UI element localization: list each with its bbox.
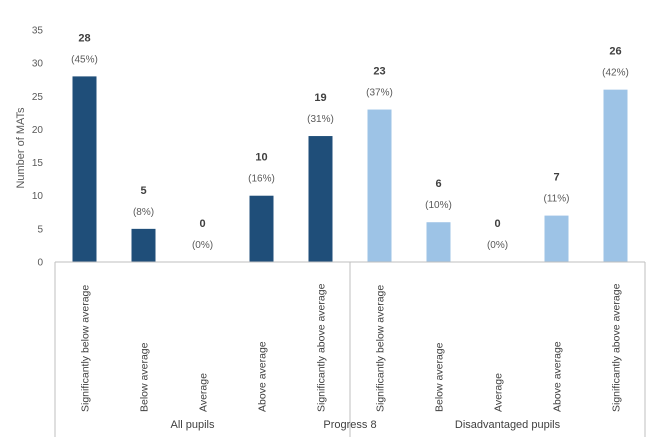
percent-label: (42%) <box>602 68 629 79</box>
category-label: Average <box>198 373 210 412</box>
data-labels: (45%) 28 (8%) 5 (0%) 0 (16%) 10 (31%) 19 (37%) 23 (1… <box>71 32 629 251</box>
bar <box>603 89 628 263</box>
y-tick-label: 15 <box>32 158 44 169</box>
value-label: 10 <box>255 152 267 164</box>
percent-label: (0%) <box>192 240 213 251</box>
y-tick-label: 20 <box>32 125 44 136</box>
category-label: Above average <box>257 341 269 412</box>
bar <box>131 228 156 262</box>
y-tick-label: 0 <box>37 258 43 269</box>
y-tick-label: 30 <box>32 59 44 70</box>
group-label: Disadvantaged pupils <box>455 419 561 431</box>
bar <box>544 215 569 262</box>
y-tick-label: 5 <box>37 224 43 235</box>
y-tick-label: 25 <box>32 92 44 103</box>
percent-label: (45%) <box>71 54 98 65</box>
value-label: 28 <box>78 32 90 44</box>
group-label: All pupils <box>170 419 215 431</box>
value-label: 23 <box>373 66 385 78</box>
category-label: Above average <box>552 341 564 412</box>
bar <box>367 109 392 263</box>
x-axis-label: Progress 8 <box>323 419 376 431</box>
bars <box>72 76 628 263</box>
y-axis-label: Number of MATs <box>15 107 27 189</box>
y-tick-label: 35 <box>32 26 44 37</box>
value-label: 19 <box>314 92 326 104</box>
percent-label: (11%) <box>544 194 570 205</box>
percent-label: (37%) <box>366 88 393 99</box>
value-label: 7 <box>553 172 559 184</box>
bar <box>72 76 97 263</box>
y-axis: 0 5 10 15 20 25 30 35 <box>32 26 44 269</box>
category-label: Significantly above average <box>316 283 328 412</box>
bar <box>249 195 274 262</box>
percent-label: (0%) <box>487 240 508 251</box>
value-label: 26 <box>609 46 621 58</box>
category-label: Significantly above average <box>611 283 623 412</box>
percent-label: (10%) <box>425 200 452 211</box>
bar <box>426 222 451 262</box>
value-label: 6 <box>435 178 441 190</box>
category-label: Below average <box>139 342 151 412</box>
percent-label: (16%) <box>248 174 275 185</box>
bar <box>308 136 333 262</box>
category-label: Significantly below average <box>80 285 92 412</box>
category-label: Below average <box>434 342 446 412</box>
percent-label: (31%) <box>307 114 334 125</box>
value-label: 0 <box>199 218 205 230</box>
category-label: Average <box>493 373 505 412</box>
category-label: Significantly below average <box>375 285 387 412</box>
percent-label: (8%) <box>133 207 154 218</box>
value-label: 5 <box>140 185 146 197</box>
y-tick-label: 10 <box>32 191 44 202</box>
x-axis: Significantly below average Below average… <box>54 261 646 437</box>
value-label: 0 <box>494 218 500 230</box>
